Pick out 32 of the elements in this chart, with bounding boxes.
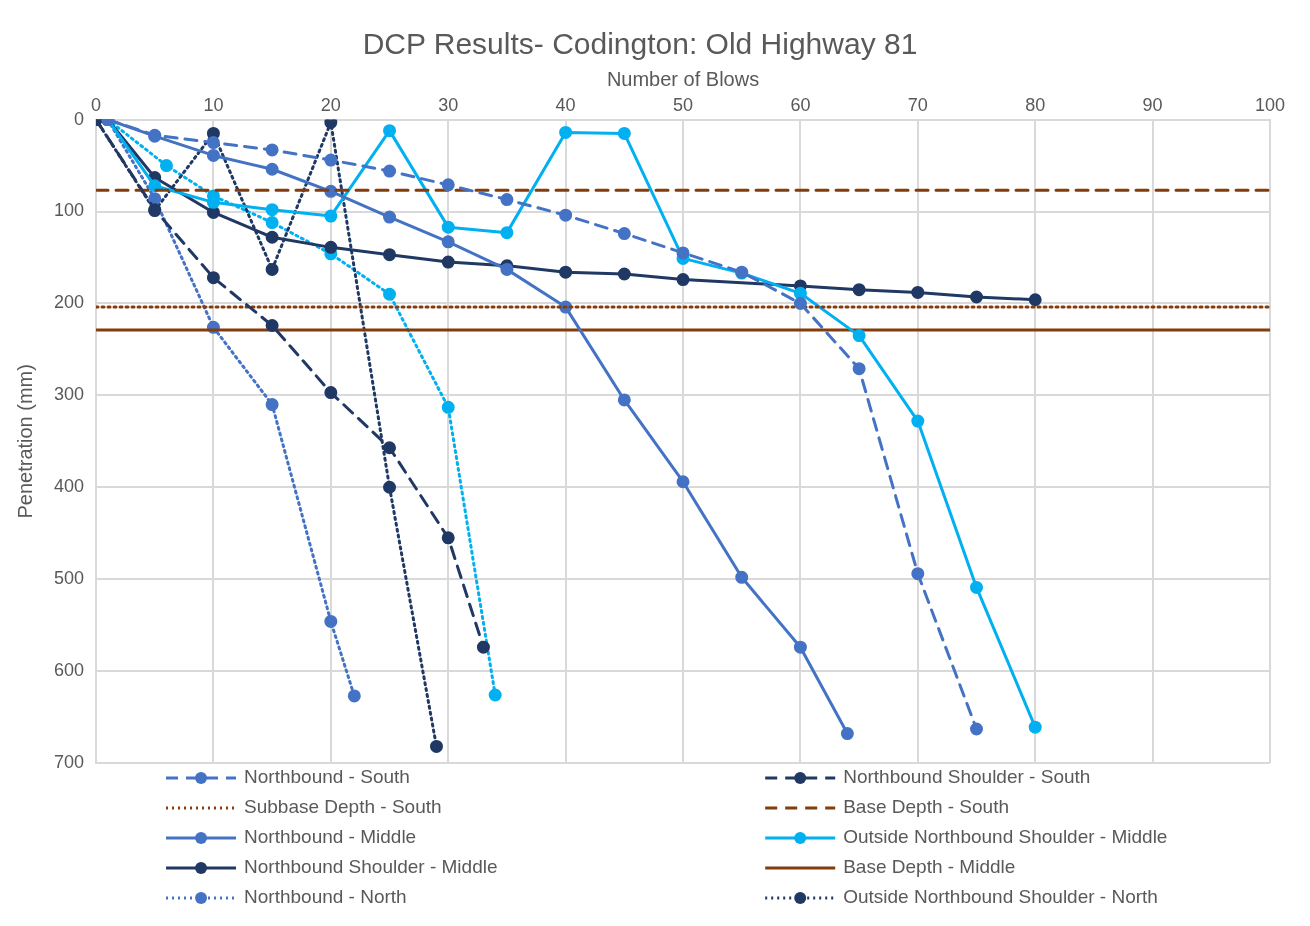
legend-label: Northbound - South [244,766,410,788]
y-axis-title: Penetration (mm) [13,364,36,519]
y-tick-label: 100 [53,200,85,221]
x-tick-label: 40 [555,94,576,115]
x-tick-label: 0 [91,94,102,115]
x-tick-label: 10 [203,94,224,115]
x-tick-label: 80 [1025,94,1046,115]
legend-label: Northbound - Middle [244,826,417,848]
x-tick-label: 90 [1142,94,1163,115]
x-axis-title: Number of Blows [606,67,760,90]
x-tick-label: 20 [320,94,341,115]
x-tick-label: 60 [790,94,811,115]
y-tick-label: 400 [53,476,85,497]
legend-label: Subbase Depth - South [244,796,442,818]
legend-label: Northbound - North [244,886,407,908]
chart-title: DCP Results- Codington: Old Highway 81 [362,27,918,61]
y-tick-label: 700 [53,751,85,772]
y-tick-label: 500 [53,568,85,589]
legend-label: Outside Northbound Shoulder - North [843,886,1158,908]
y-tick-label: 300 [53,384,85,405]
legend-label: Base Depth - Middle [843,856,1016,878]
x-tick-label: 30 [438,94,459,115]
x-tick-label: 100 [1254,94,1286,115]
x-tick-label: 70 [907,94,928,115]
y-tick-label: 0 [74,108,85,129]
x-tick-label: 50 [673,94,694,115]
y-tick-label: 200 [53,292,85,313]
legend-label: Base Depth - South [843,796,1010,818]
legend-label: Northbound Shoulder - South [843,766,1091,788]
y-tick-label: 600 [53,660,85,681]
legend-label: Northbound Shoulder - Middle [244,856,498,878]
legend-label: Outside Northbound Shoulder - Middle [843,826,1168,848]
